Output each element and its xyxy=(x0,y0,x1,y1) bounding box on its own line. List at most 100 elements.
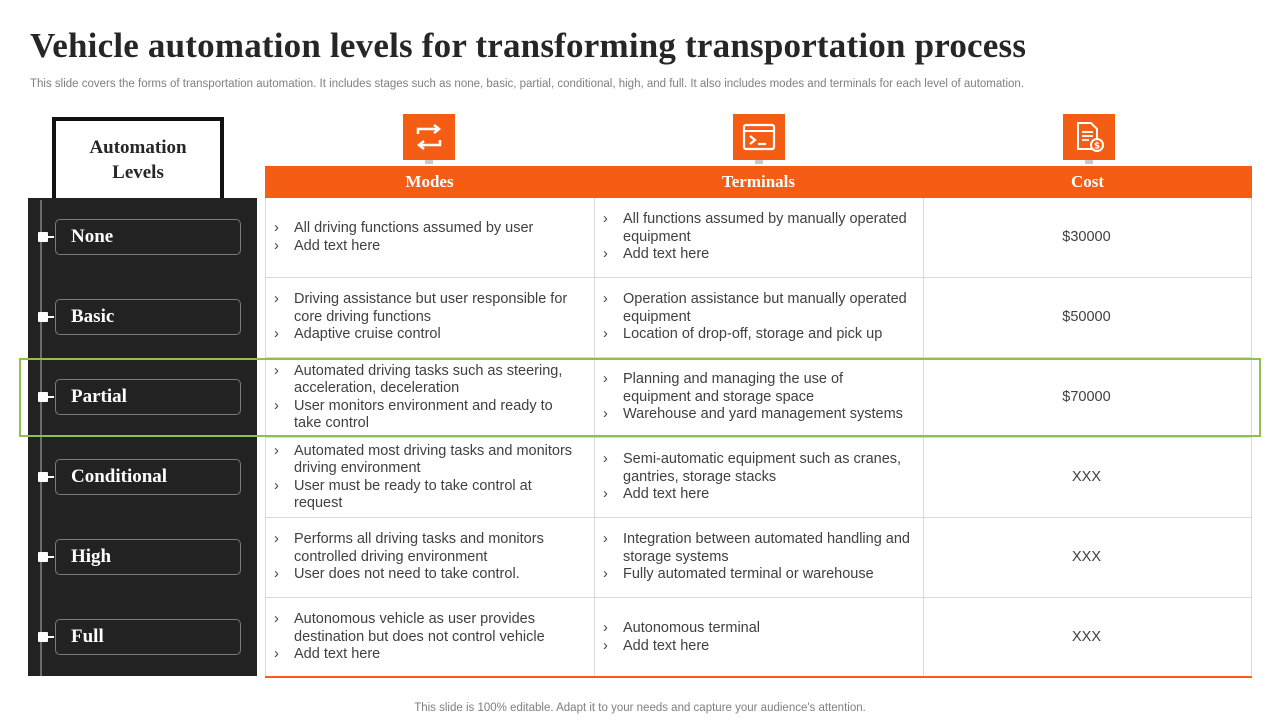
bullet-text: Semi-automatic equipment such as cranes,… xyxy=(623,451,902,485)
bullet-item: › Automated most driving tasks and monito… xyxy=(274,443,584,478)
svg-text:$: $ xyxy=(1094,142,1100,152)
cost-cell: XXX xyxy=(923,438,1252,517)
chevron-right-icon: › xyxy=(274,397,279,414)
bullet-text: Planning and managing the use of equipme… xyxy=(623,371,844,405)
bullet-text: Adaptive cruise control xyxy=(294,326,441,343)
level-label: Full xyxy=(55,619,241,655)
chevron-right-icon: › xyxy=(274,531,279,548)
bullet-item: › User must be ready to take control at r… xyxy=(274,478,584,513)
bullet-item: › Add text here xyxy=(274,646,584,664)
cost-value: $70000 xyxy=(1062,388,1111,405)
table-row: › Driving assistance but user responsible… xyxy=(265,278,1252,358)
levels-header-label: Automation Levels xyxy=(89,136,187,183)
column-header-cost: Cost xyxy=(1070,172,1105,191)
chevron-right-icon: › xyxy=(274,646,279,663)
timeline-marker xyxy=(38,472,54,482)
bullet-item: › Warehouse and yard management systems xyxy=(603,406,913,424)
chevron-right-icon: › xyxy=(603,566,608,583)
level-item-none: None xyxy=(36,219,246,257)
cost-cell: $70000 xyxy=(923,358,1252,437)
slide-title: Vehicle automation levels for transformi… xyxy=(30,26,1027,65)
table-row: › Automated driving tasks such as steerin… xyxy=(265,358,1252,438)
modes-cell: › Autonomous vehicle as user provides des… xyxy=(265,598,594,677)
table-row: › All driving functions assumed by user › A… xyxy=(265,198,1252,278)
icon-stand xyxy=(425,160,433,164)
terminals-cell: › Autonomous terminal › Add text here xyxy=(594,598,923,677)
cost-value: XXX xyxy=(1071,548,1101,565)
bullet-item: › Driving assistance but user responsible… xyxy=(274,291,584,326)
level-label: None xyxy=(55,219,241,255)
levels-panel xyxy=(28,198,257,676)
level-item-conditional: Conditional xyxy=(36,459,246,497)
bullet-item: › Add text here xyxy=(274,238,584,256)
cost-cell: $30000 xyxy=(923,198,1252,277)
bullet-text: Add text here xyxy=(294,646,381,663)
bullet-item: › Semi-automatic equipment such as cranes… xyxy=(603,451,913,486)
level-item-partial: Partial xyxy=(36,379,246,417)
chevron-right-icon: › xyxy=(603,486,608,503)
bullet-item: › Planning and managing the use of equipm… xyxy=(603,371,913,406)
level-label: Basic xyxy=(55,299,241,335)
chevron-right-icon: › xyxy=(603,620,608,636)
timeline-marker xyxy=(38,392,54,402)
bullet-item: › All driving functions assumed by user xyxy=(274,220,584,238)
bullet-text: Add text here xyxy=(294,237,381,254)
terminals-cell: › Semi-automatic equipment such as cranes… xyxy=(594,438,923,517)
column-header-terminals: Terminals xyxy=(721,172,796,191)
bullet-item: › User does not need to take control. xyxy=(274,566,584,584)
terminals-cell: › All functions assumed by manually opera… xyxy=(594,198,923,277)
chevron-right-icon: › xyxy=(274,566,279,583)
bullet-text: Fully automated terminal or warehouse xyxy=(623,566,874,583)
cost-value: $50000 xyxy=(1062,308,1111,325)
bullet-text: User monitors environment and ready to t… xyxy=(294,397,553,432)
bullet-text: Operation assistance but manually operat… xyxy=(623,291,907,325)
table-row: › Automated most driving tasks and monito… xyxy=(265,438,1252,518)
modes-cell: › All driving functions assumed by user › A… xyxy=(265,198,594,277)
bullet-text: User must be ready to take control at re… xyxy=(294,477,532,512)
table-row: › Autonomous vehicle as user provides des… xyxy=(265,598,1252,678)
level-item-high: High xyxy=(36,539,246,577)
level-item-full: Full xyxy=(36,619,246,657)
level-label: Conditional xyxy=(55,459,241,495)
footer-note: This slide is 100% editable. Adapt it to… xyxy=(414,702,866,714)
terminals-cell: › Integration between automated handling … xyxy=(594,518,923,597)
chevron-right-icon: › xyxy=(603,451,608,468)
chevron-right-icon: › xyxy=(274,291,279,308)
bullet-item: › Autonomous vehicle as user provides des… xyxy=(274,611,584,646)
bullet-text: Driving assistance but user responsible … xyxy=(294,291,568,325)
level-item-basic: Basic xyxy=(36,299,246,337)
automation-table: Modes Terminals Cost › All driving functi… xyxy=(265,166,1252,678)
levels-header: Automation Levels xyxy=(52,117,224,198)
bullet-item: › All functions assumed by manually opera… xyxy=(603,211,913,246)
bullet-text: All driving functions assumed by user xyxy=(294,220,534,236)
swap-arrows-icon xyxy=(403,114,455,160)
bullet-text: Autonomous terminal xyxy=(623,620,761,636)
level-label: Partial xyxy=(55,379,241,415)
cost-value: XXX xyxy=(1071,468,1101,485)
modes-cell: › Driving assistance but user responsible… xyxy=(265,278,594,357)
chevron-right-icon: › xyxy=(603,211,608,228)
cost-cell: $50000 xyxy=(923,278,1252,357)
chevron-right-icon: › xyxy=(274,237,279,254)
chevron-right-icon: › xyxy=(603,637,608,654)
bullet-item: › Automated driving tasks such as steerin… xyxy=(274,363,584,398)
terminal-window-icon xyxy=(733,114,785,160)
bullet-text: Automated driving tasks such as steering… xyxy=(294,362,563,397)
bullet-text: Warehouse and yard management systems xyxy=(623,406,903,423)
bullet-text: User does not need to take control. xyxy=(294,566,520,583)
chevron-right-icon: › xyxy=(603,531,608,548)
chevron-right-icon: › xyxy=(603,246,608,263)
cost-cell: XXX xyxy=(923,518,1252,597)
chevron-right-icon: › xyxy=(274,362,279,379)
timeline-line xyxy=(40,200,42,676)
bullet-item: › Integration between automated handling … xyxy=(603,531,913,566)
bullet-text: Add text here xyxy=(623,246,710,263)
table-row: › Performs all driving tasks and monitors… xyxy=(265,518,1252,598)
bullet-item: › Fully automated terminal or warehouse xyxy=(603,566,913,584)
bullet-item: › Add text here xyxy=(603,638,913,656)
terminals-cell: › Operation assistance but manually opera… xyxy=(594,278,923,357)
bullet-text: Autonomous vehicle as user provides dest… xyxy=(294,611,545,645)
column-header-modes: Modes xyxy=(405,172,454,191)
timeline-marker xyxy=(38,312,54,322)
modes-cell: › Performs all driving tasks and monitors… xyxy=(265,518,594,597)
